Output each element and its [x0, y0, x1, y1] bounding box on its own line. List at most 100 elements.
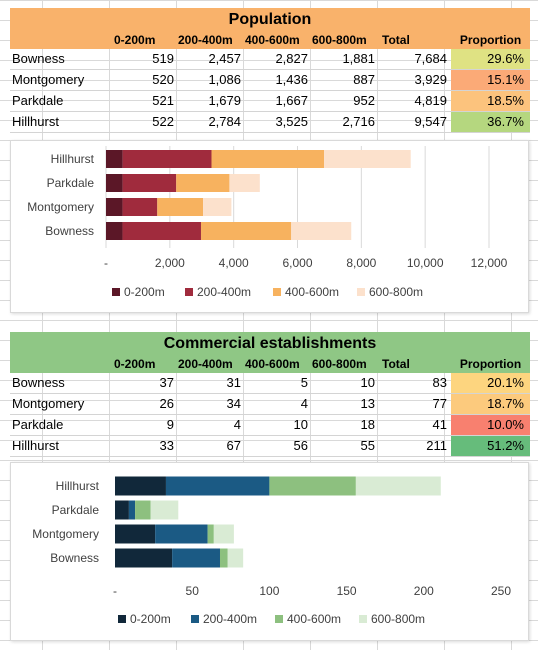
x-tick-label: 200	[414, 584, 434, 598]
bar-segment[interactable]	[106, 222, 123, 240]
cell-0-200m[interactable]: 33	[159, 438, 174, 453]
cell-0-200m[interactable]: 522	[152, 114, 174, 129]
cell-proportion[interactable]: 51.2%	[451, 436, 530, 456]
bar-segment[interactable]	[106, 150, 123, 168]
bar-segment[interactable]	[128, 500, 136, 520]
cell-proportion[interactable]: 36.7%	[451, 112, 530, 132]
cell-total[interactable]: 77	[432, 396, 447, 411]
bar-segment[interactable]	[122, 222, 201, 240]
bar-segment[interactable]	[122, 150, 212, 168]
cell-400-600m[interactable]: 56	[293, 438, 308, 453]
bar-segment[interactable]	[219, 548, 228, 568]
cell-200-400m[interactable]: 67	[226, 438, 241, 453]
legend-swatch	[359, 615, 367, 623]
bar-segment[interactable]	[122, 198, 158, 216]
cell-200-400m[interactable]: 34	[226, 396, 241, 411]
cell-600-800m[interactable]: 13	[360, 396, 375, 411]
bar-segment[interactable]	[229, 174, 260, 192]
cell-proportion[interactable]: 20.1%	[451, 373, 530, 393]
bar-segment[interactable]	[269, 476, 356, 496]
bar-segment[interactable]	[135, 500, 151, 520]
cell-proportion[interactable]: 10.0%	[451, 415, 530, 435]
cell-400-600m[interactable]: 1,436	[275, 72, 308, 87]
cell-600-800m[interactable]: 18	[360, 417, 375, 432]
row-name[interactable]: Parkdale	[12, 417, 64, 432]
cell-600-800m[interactable]: 887	[353, 72, 375, 87]
bar-segment[interactable]	[150, 500, 179, 520]
cell-proportion[interactable]: 29.6%	[451, 49, 530, 69]
cell-400-600m[interactable]: 5	[300, 375, 308, 390]
cell-600-800m[interactable]: 55	[360, 438, 375, 453]
bar-segment[interactable]	[122, 174, 177, 192]
bar-segment[interactable]	[165, 476, 270, 496]
category-label: Bowness	[45, 224, 94, 238]
cell-400-600m[interactable]: 10	[293, 417, 308, 432]
bar-segment[interactable]	[115, 548, 173, 568]
cell-proportion[interactable]: 15.1%	[451, 70, 530, 90]
cell-200-400m[interactable]: 4	[233, 417, 241, 432]
cell-400-600m[interactable]: 1,667	[275, 93, 308, 108]
cell-total[interactable]: 83	[432, 375, 447, 390]
cell-0-200m[interactable]: 519	[152, 51, 174, 66]
bar-segment[interactable]	[203, 198, 232, 216]
cell-200-400m[interactable]: 1,679	[208, 93, 241, 108]
legend-label: 0-200m	[124, 285, 165, 299]
x-tick-label: 6,000	[282, 256, 312, 270]
bar-segment[interactable]	[106, 198, 123, 216]
cell-total[interactable]: 41	[432, 417, 447, 432]
cell-400-600m[interactable]: 3,525	[275, 114, 308, 129]
cell-0-200m[interactable]: 520	[152, 72, 174, 87]
cell-600-800m[interactable]: 952	[353, 93, 375, 108]
cell-400-600m[interactable]: 2,827	[275, 51, 308, 66]
cell-200-400m[interactable]: 1,086	[208, 72, 241, 87]
cell-0-200m[interactable]: 521	[152, 93, 174, 108]
bar-segment[interactable]	[213, 524, 234, 544]
cell-total[interactable]: 4,819	[414, 93, 447, 108]
cell-600-800m[interactable]: 10	[360, 375, 375, 390]
cell-0-200m[interactable]: 37	[159, 375, 174, 390]
x-tick-label: 50	[186, 584, 200, 598]
bar-segment[interactable]	[324, 150, 411, 168]
x-tick-label: 8,000	[346, 256, 376, 270]
legend-swatch	[357, 288, 365, 296]
cell-proportion[interactable]: 18.5%	[451, 91, 530, 111]
cell-total[interactable]: 3,929	[414, 72, 447, 87]
bar-segment[interactable]	[200, 222, 292, 240]
row-name[interactable]: Parkdale	[12, 93, 64, 108]
cell-0-200m[interactable]: 9	[166, 417, 174, 432]
bar-segment[interactable]	[291, 222, 352, 240]
bar-segment[interactable]	[355, 476, 441, 496]
row-name[interactable]: Bowness	[12, 375, 65, 390]
cell-proportion[interactable]: 18.7%	[451, 394, 530, 414]
cell-200-400m[interactable]: 2,784	[208, 114, 241, 129]
commercial-chart[interactable]: - 50 100 150 200 250 Hillhurst Parkdale Montgome…	[10, 462, 529, 641]
cell-400-600m[interactable]: 4	[300, 396, 308, 411]
population-chart[interactable]: - 2,000 4,000 6,000 8,000 10,000 12,000 Hillhur…	[10, 140, 529, 313]
cell-200-400m[interactable]: 2,457	[208, 51, 241, 66]
row-name[interactable]: Montgomery	[12, 72, 85, 87]
row-name[interactable]: Montgomery	[12, 396, 85, 411]
row-name[interactable]: Bowness	[12, 51, 65, 66]
cell-200-400m[interactable]: 31	[226, 375, 241, 390]
bar-segment[interactable]	[115, 524, 156, 544]
bar-segment[interactable]	[211, 150, 325, 168]
bar-segment[interactable]	[157, 198, 204, 216]
cell-total[interactable]: 211	[426, 438, 447, 453]
cell-0-200m[interactable]: 26	[159, 396, 174, 411]
cell-total[interactable]: 7,684	[414, 51, 447, 66]
bar-segment[interactable]	[207, 524, 214, 544]
legend-label: 0-200m	[130, 612, 171, 626]
cell-600-800m[interactable]: 2,716	[342, 114, 375, 129]
row-name[interactable]: Hillhurst	[12, 114, 59, 129]
cell-600-800m[interactable]: 1,881	[342, 51, 375, 66]
bar-segment[interactable]	[115, 476, 166, 496]
row-name[interactable]: Hillhurst	[12, 438, 59, 453]
bar-segment[interactable]	[227, 548, 244, 568]
bar-segment[interactable]	[155, 524, 208, 544]
bar-segment[interactable]	[115, 500, 129, 520]
bar-segment[interactable]	[176, 174, 230, 192]
bar-segment[interactable]	[106, 174, 123, 192]
bar-segment[interactable]	[172, 548, 220, 568]
cell-total[interactable]: 9,547	[414, 114, 447, 129]
x-tick-label: 2,000	[155, 256, 185, 270]
